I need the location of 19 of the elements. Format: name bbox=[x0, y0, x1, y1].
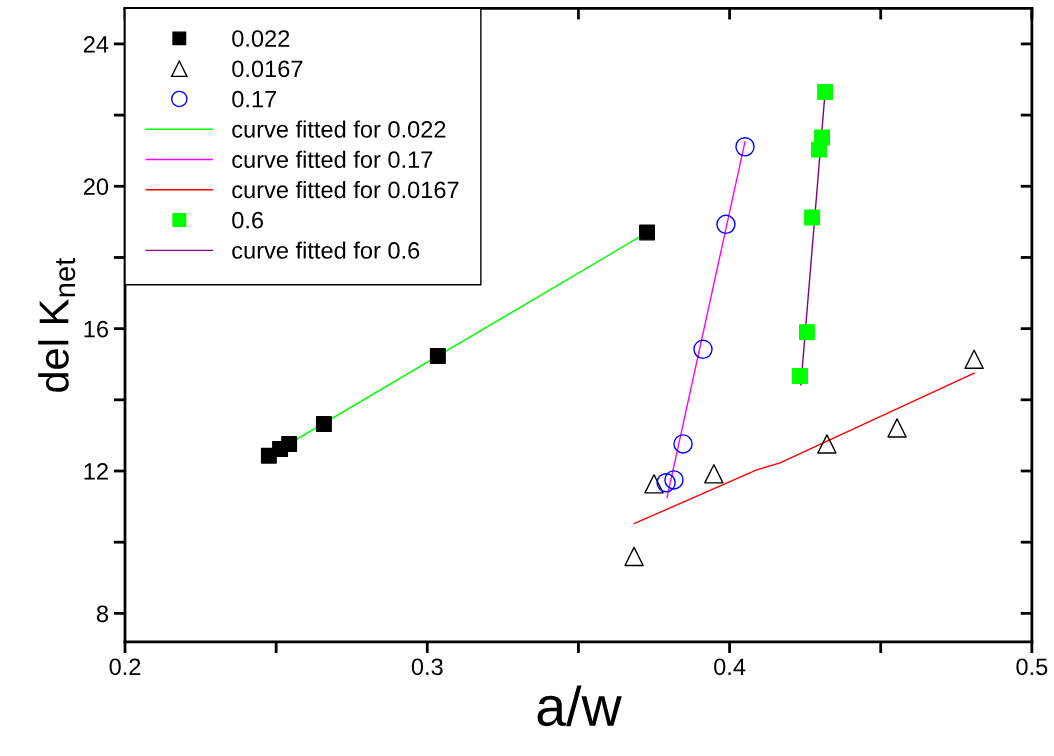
x-tick-label: 0.5 bbox=[1016, 658, 1048, 676]
legend-label: curve fitted for 0.0167 bbox=[232, 180, 459, 199]
legend-label: 0.0167 bbox=[232, 60, 303, 78]
y-axis-title: del K$_{net}$ bbox=[38, 257, 76, 392]
legend-label: 0.17 bbox=[232, 90, 277, 108]
y-tick-label: 24 bbox=[83, 35, 109, 53]
y-tick-label: 16 bbox=[84, 320, 108, 338]
legend-label: curve fitted for 0.022 bbox=[232, 120, 446, 138]
y-tick-label: 8 bbox=[96, 605, 109, 623]
legend-label: 0.6 bbox=[232, 211, 264, 229]
x-tick-label: 0.3 bbox=[411, 658, 443, 676]
x-axis-title: a/w bbox=[537, 685, 622, 727]
y-tick-label: 20 bbox=[83, 178, 109, 196]
y-tick-label: 12 bbox=[84, 463, 108, 480]
legend-label: curve fitted for 0.6 bbox=[232, 241, 420, 259]
x-tick-label: 0.2 bbox=[109, 658, 141, 676]
x-tick-label: 0.4 bbox=[714, 658, 746, 676]
legend-label: 0.022 bbox=[232, 30, 290, 47]
legend-label: curve fitted for 0.17 bbox=[232, 150, 433, 168]
